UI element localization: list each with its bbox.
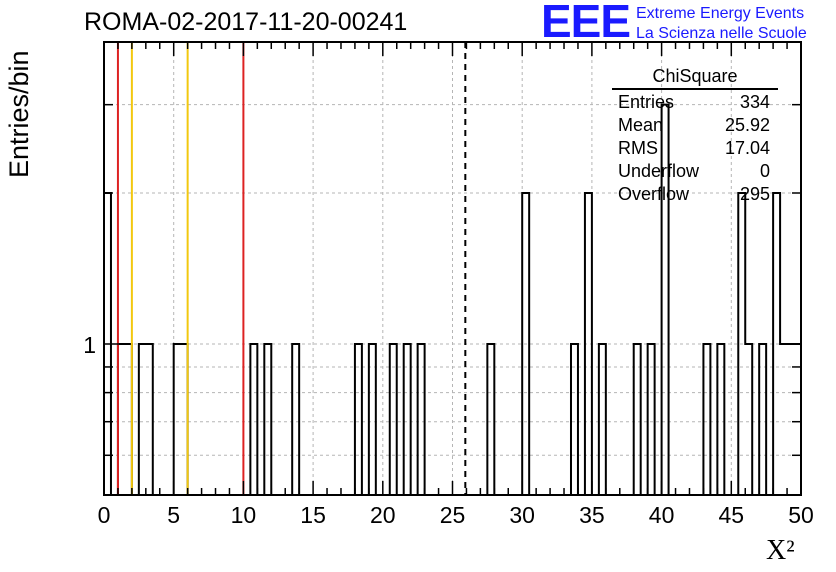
stats-row-entries: Entries 334 <box>612 91 778 114</box>
stats-value: 25.92 <box>724 115 770 135</box>
stats-row-underflow: Underflow 0 <box>612 160 778 183</box>
y-axis-label: Entries/bin <box>4 50 34 178</box>
x-tick-label: 45 <box>719 502 745 528</box>
x-tick-label: 30 <box>509 502 535 528</box>
stats-label: Mean <box>618 115 664 135</box>
stats-row-overflow: Overflow 295 <box>612 183 778 206</box>
eee-logo-mark: EEE <box>541 0 631 47</box>
stats-row-rms: RMS 17.04 <box>612 137 778 160</box>
x-tick-label: 20 <box>370 502 396 528</box>
x-tick-label: 50 <box>788 502 814 528</box>
grid-lines <box>104 42 801 495</box>
stats-row-mean: Mean 25.92 <box>612 114 778 137</box>
x-tick-label: 40 <box>649 502 675 528</box>
logo-line-1: Extreme Energy Events <box>636 5 805 22</box>
stats-label: Entries <box>618 92 675 112</box>
x-tick-label: 15 <box>300 502 326 528</box>
stats-header: ChiSquare <box>612 66 778 90</box>
stats-label: RMS <box>618 138 658 158</box>
logo-line-2: La Scienza nelle Scuole <box>636 25 807 42</box>
x-tick-label: 10 <box>231 502 257 528</box>
stats-box: ChiSquare Entries 334 Mean 25.92 RMS 17.… <box>612 66 778 206</box>
x-tick-label: 35 <box>579 502 605 528</box>
reference-lines <box>116 42 467 495</box>
x-axis-label: X² <box>766 535 795 566</box>
x-tick-label: 25 <box>440 502 466 528</box>
stats-value: 334 <box>739 92 770 112</box>
axis-ticks <box>103 42 802 495</box>
stats-value: 295 <box>739 184 770 204</box>
x-tick-label: 5 <box>167 502 180 528</box>
x-tick-label: 0 <box>98 502 111 528</box>
chart-title: ROMA-02-2017-11-20-00241 <box>84 8 408 36</box>
stats-label: Underflow <box>618 161 700 181</box>
stats-value: 0 <box>759 161 770 181</box>
stats-label: Overflow <box>618 184 690 204</box>
y-tick-label: 1 <box>83 332 96 358</box>
stats-value: 17.04 <box>724 138 770 158</box>
tick-labels: 0 5 10 15 20 25 30 35 40 45 50 1 <box>83 332 814 528</box>
